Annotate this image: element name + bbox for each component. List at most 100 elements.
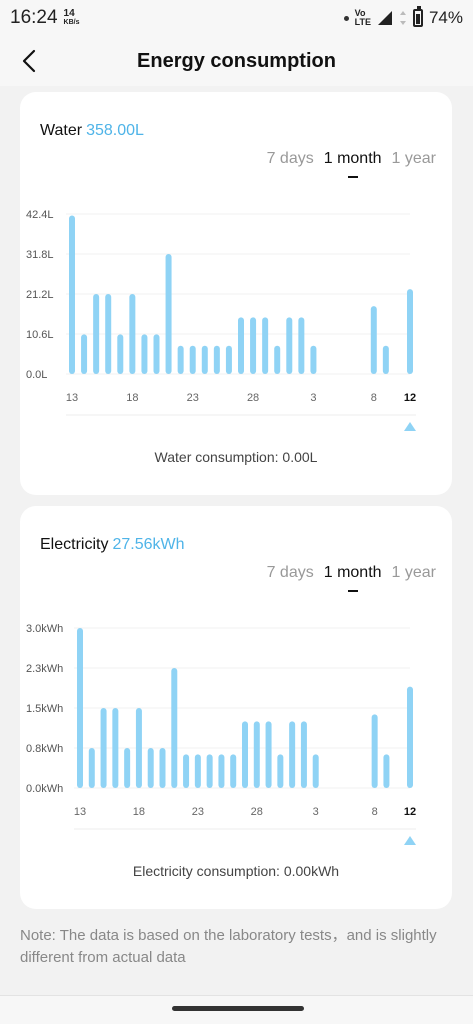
tab-1-month[interactable]: 1 month <box>323 150 382 178</box>
x-tick-label: 3 <box>310 392 316 404</box>
volte-icon: Vo LTE <box>355 9 371 27</box>
bar[interactable] <box>407 289 413 374</box>
bar[interactable] <box>153 334 160 374</box>
bar[interactable] <box>124 748 131 788</box>
bar[interactable] <box>274 345 281 374</box>
bar[interactable] <box>88 748 95 788</box>
x-tick-label: 12 <box>404 806 416 818</box>
bar[interactable] <box>117 334 124 374</box>
bar[interactable] <box>105 294 112 374</box>
water-chart[interactable]: 42.4L 31.8L 21.2L 10.6L 0.0L 13 18 23 28 3 8 12 <box>20 200 452 450</box>
bar[interactable] <box>165 254 172 374</box>
bar[interactable] <box>250 317 257 374</box>
bar[interactable] <box>370 306 377 374</box>
y-tick-label: 42.4L <box>26 209 54 221</box>
electricity-chart[interactable]: 3.0kWh 2.3kWh 1.5kWh 0.8kWh 0.0kWh 13 18 23 28 3 8… <box>20 614 452 864</box>
bar[interactable] <box>206 754 213 788</box>
bar[interactable] <box>81 334 88 374</box>
bar[interactable] <box>194 754 201 788</box>
bar[interactable] <box>262 317 269 374</box>
bar[interactable] <box>141 334 148 374</box>
bar[interactable] <box>310 345 317 374</box>
electricity-consumption-label: Electricity consumption: 0.00kWh <box>132 863 340 879</box>
back-button[interactable] <box>14 44 44 78</box>
data-arrows-icon <box>399 11 406 25</box>
water-range-tabs: 7 days 1 month 1 year <box>266 150 436 178</box>
bar[interactable] <box>171 668 178 788</box>
bar[interactable] <box>383 754 390 788</box>
electricity-total-value: 27.56kWh <box>112 536 185 553</box>
y-tick-label: 10.6L <box>26 329 54 341</box>
water-card: Water 358.00L 7 days 1 month 1 year 42.4L… <box>20 92 452 495</box>
electricity-title: Electricity 27.56kWh <box>40 536 185 554</box>
bar[interactable] <box>129 294 136 374</box>
bar[interactable] <box>159 748 166 788</box>
water-total-value: 358.00L <box>86 122 144 139</box>
bar[interactable] <box>253 721 260 788</box>
bar[interactable] <box>213 345 220 374</box>
bar[interactable] <box>183 754 190 788</box>
bar[interactable] <box>312 754 319 788</box>
x-tick-label: 23 <box>192 806 204 818</box>
network-speed: 14 KB/s <box>64 9 80 27</box>
battery-percent: 74% <box>428 8 463 27</box>
bar[interactable] <box>265 721 272 788</box>
battery-level <box>415 13 420 24</box>
x-tick-label: 13 <box>66 392 78 404</box>
notification-dot-icon <box>343 15 349 21</box>
bar[interactable] <box>201 345 208 374</box>
tab-1-year[interactable]: 1 year <box>391 564 436 581</box>
x-tick-label: 8 <box>371 392 377 404</box>
status-time: 16:24 <box>10 7 58 28</box>
x-tick-label: 3 <box>313 806 319 818</box>
bar[interactable] <box>298 317 305 374</box>
x-tick-label: 8 <box>372 806 378 818</box>
selection-indicator-icon <box>404 836 416 845</box>
bar[interactable] <box>225 345 232 374</box>
status-bar: 16:24 14 KB/s Vo LTE 74% <box>0 0 473 36</box>
y-tick-label: 0.0kWh <box>26 783 63 795</box>
bar[interactable] <box>177 345 184 374</box>
y-tick-label: 21.2L <box>26 289 54 301</box>
tab-1-month[interactable]: 1 month <box>323 564 382 592</box>
y-tick-label: 1.5kWh <box>26 703 63 715</box>
tab-1-year[interactable]: 1 year <box>391 150 436 167</box>
bar[interactable] <box>286 317 293 374</box>
bar[interactable] <box>100 708 107 788</box>
bar[interactable] <box>218 754 225 788</box>
bar[interactable] <box>77 628 83 788</box>
bar[interactable] <box>382 345 389 374</box>
bar[interactable] <box>277 754 284 788</box>
page-title: Energy consumption <box>137 49 336 72</box>
y-tick-label: 0.8kWh <box>26 743 63 755</box>
y-tick-label: 31.8L <box>26 249 54 261</box>
electricity-card: Electricity 27.56kWh 7 days 1 month 1 yea… <box>20 506 452 909</box>
tab-7-days[interactable]: 7 days <box>266 150 314 167</box>
bar[interactable] <box>238 317 244 374</box>
battery-icon <box>412 6 423 27</box>
tab-7-days[interactable]: 7 days <box>266 564 314 581</box>
x-tick-label: 23 <box>187 392 199 404</box>
bar[interactable] <box>147 748 154 788</box>
bar[interactable] <box>93 294 100 374</box>
bar[interactable] <box>230 754 237 788</box>
y-tick-label: 3.0kWh <box>26 623 63 635</box>
bar[interactable] <box>112 708 119 788</box>
x-tick-label: 12 <box>404 392 416 404</box>
bar[interactable] <box>371 714 378 788</box>
bar[interactable] <box>300 721 307 788</box>
bar[interactable] <box>189 345 196 374</box>
status-icons: Vo LTE 74% <box>343 6 463 28</box>
volte-bottom-text: LTE <box>354 17 371 27</box>
bar[interactable] <box>407 686 413 788</box>
home-indicator[interactable] <box>172 1006 304 1011</box>
signal-icon <box>377 11 392 25</box>
bar[interactable] <box>242 721 248 788</box>
x-tick-label: 13 <box>74 806 86 818</box>
bar[interactable] <box>69 215 75 374</box>
back-arrow-icon <box>22 49 36 73</box>
bar[interactable] <box>135 708 142 788</box>
y-tick-label: 0.0L <box>26 369 47 381</box>
bar[interactable] <box>289 721 296 788</box>
water-consumption-label: Water consumption: 0.00L <box>154 449 318 465</box>
